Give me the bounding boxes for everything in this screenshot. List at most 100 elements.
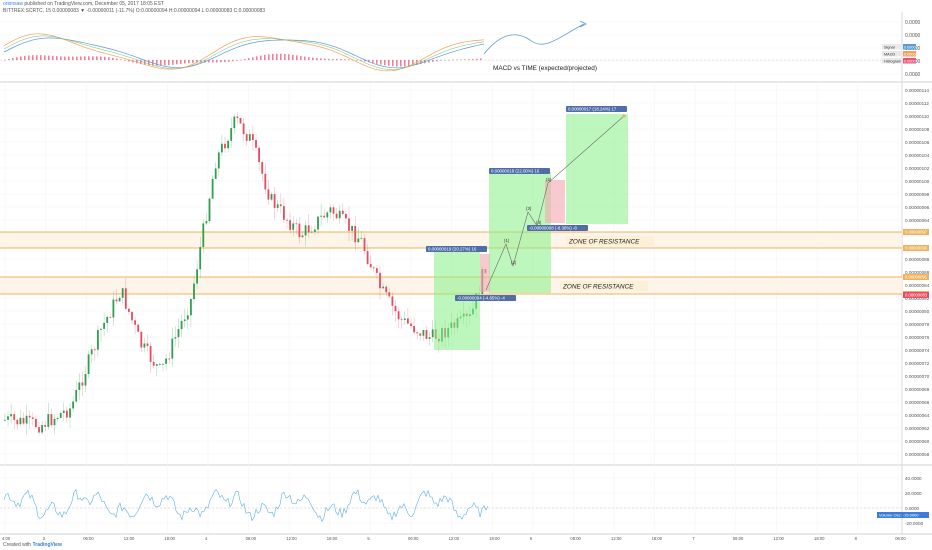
loss-zone — [545, 180, 565, 223]
macd-histogram-bar — [32, 55, 34, 60]
wave-label: (5) — [546, 177, 552, 182]
candle-body — [255, 140, 257, 148]
macd-histogram-bar — [220, 60, 222, 63]
wave-label: (1) — [504, 238, 510, 243]
candle-body — [165, 358, 167, 364]
candle-body — [103, 322, 105, 329]
x-tick-label: 12:00 — [124, 536, 135, 541]
candle-body — [317, 216, 319, 230]
candle-body — [10, 414, 12, 417]
profit-zone — [489, 172, 551, 293]
candle-body — [149, 346, 152, 362]
candle-body — [121, 288, 124, 298]
macd-signal-line — [3, 37, 485, 69]
price-scale-label: 0.00000058 — [905, 452, 930, 457]
candle-body — [177, 329, 180, 338]
macd-histogram-bar — [476, 58, 478, 60]
candle-body — [363, 238, 366, 252]
last-price-label: 0.00000083 — [905, 293, 928, 298]
candle-body — [59, 412, 62, 418]
tradingview-logo: TradingView — [32, 542, 62, 548]
macd-histogram-bar — [324, 58, 326, 60]
macd-histogram-bar — [472, 59, 474, 60]
candle-body — [202, 223, 205, 248]
candle-body — [304, 225, 307, 236]
candle-body — [4, 419, 6, 421]
macd-histogram-bar — [280, 53, 282, 60]
macd-histogram-bar — [80, 56, 82, 60]
candle-body — [385, 286, 388, 293]
candle-body — [199, 247, 202, 270]
macd-histogram-bar — [160, 60, 162, 66]
candle-body — [7, 416, 9, 420]
macd-histogram-bar — [348, 59, 350, 60]
macd-histogram-bar — [72, 56, 74, 60]
candle-body — [419, 333, 422, 336]
candle-body — [261, 162, 264, 174]
price-scale-label: 0.00000074 — [905, 348, 930, 353]
candle-body — [416, 332, 419, 334]
x-tick-label: 06:00 — [246, 536, 257, 541]
author[interactable]: orionsaw — [3, 1, 24, 7]
candle-body — [100, 328, 102, 330]
macd-histogram-bar — [100, 56, 102, 60]
macd-legend-value: 0.0000 — [904, 46, 916, 50]
loss-zone — [480, 254, 490, 292]
candle-body — [391, 296, 394, 306]
candle-body — [134, 320, 136, 325]
price-scale-label: 0.00000112 — [905, 101, 929, 106]
price-scale-label: 0.00000076 — [905, 335, 930, 340]
macd-histogram-bar — [320, 58, 322, 60]
candle-body — [357, 238, 360, 243]
last-price-tag — [903, 292, 929, 298]
price-scale-label: 0.00000114 — [905, 88, 929, 93]
macd-histogram-bar — [336, 58, 338, 60]
macd-histogram-bar — [132, 60, 134, 63]
candle-body — [236, 116, 239, 119]
macd-histogram-bar — [68, 56, 70, 60]
x-tick-label: 18:00 — [164, 536, 175, 541]
candle-body — [372, 267, 375, 269]
candle-body — [118, 297, 121, 302]
macd-histogram-bar — [376, 60, 378, 64]
candle-body — [155, 364, 158, 366]
candle-body — [90, 349, 93, 355]
zone-label: ZONE OF RESISTANCE — [562, 284, 634, 291]
candle-body — [295, 223, 298, 225]
candle-body — [248, 134, 251, 141]
position-label-bg — [566, 106, 627, 112]
candle-body — [205, 221, 208, 224]
position-label-bg — [527, 225, 588, 231]
candle-body — [174, 337, 177, 339]
x-tick-label: 8 — [855, 536, 858, 541]
price-scale-label: 0.00000088 — [905, 257, 930, 262]
macd-annotation: MACD vs TIME (expected/projected) — [493, 65, 597, 72]
candle-body — [394, 305, 397, 312]
candle-body — [171, 338, 174, 359]
osc-scale-label: 40.0000 — [905, 476, 922, 481]
zone-label-bg — [566, 236, 654, 246]
candle-body — [230, 128, 233, 141]
candle-body — [258, 147, 260, 163]
candle-body — [382, 286, 384, 289]
resistance-price-tag — [903, 229, 929, 235]
macd-histogram-bar — [300, 55, 302, 60]
candle-body — [351, 225, 353, 231]
macd-histogram-bar — [176, 60, 178, 65]
candle-body — [366, 251, 369, 264]
macd-histogram-bar — [260, 55, 262, 60]
candle-body — [329, 207, 332, 213]
macd-histogram-bar — [56, 56, 58, 60]
macd-histogram-bar — [448, 59, 450, 61]
macd-histogram-bar — [96, 56, 98, 60]
macd-histogram-bar — [440, 60, 442, 61]
candle-body — [425, 330, 428, 339]
macd-histogram-bar — [212, 60, 214, 63]
candle-body — [152, 361, 155, 366]
candle-body — [47, 414, 50, 427]
candle-body — [310, 231, 313, 233]
candle-body — [137, 324, 140, 332]
candle-body — [407, 318, 409, 324]
